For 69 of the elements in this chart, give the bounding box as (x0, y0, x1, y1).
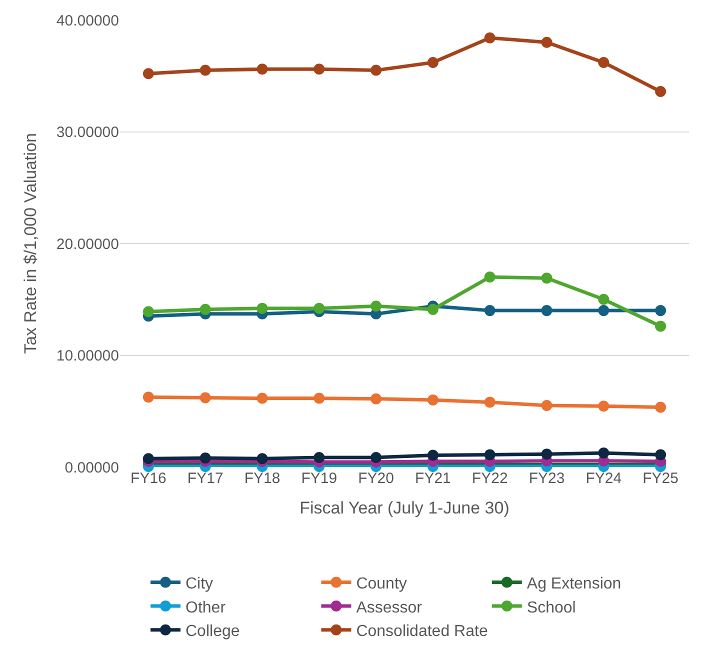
point (541, 448, 552, 460)
point (200, 304, 211, 315)
point (655, 449, 666, 460)
point (142, 392, 154, 403)
point (200, 64, 211, 76)
point (541, 305, 552, 316)
point (314, 302, 325, 314)
point (484, 272, 496, 283)
point (484, 305, 496, 316)
point (598, 448, 610, 459)
point (256, 302, 268, 314)
x-tick-label: FY20 (358, 470, 394, 487)
point (655, 305, 666, 316)
point (655, 86, 666, 98)
point (655, 320, 666, 332)
y-axis-title: Tax Rate in $/1,000 Valuation (20, 133, 40, 354)
point (598, 294, 610, 305)
point (142, 306, 154, 318)
point (427, 304, 438, 315)
x-tick-label: FY16 (130, 470, 166, 487)
point (314, 452, 325, 463)
point (256, 64, 268, 75)
y-tick-label: 20.00000 (56, 236, 119, 253)
point (200, 392, 211, 404)
x-tick-label: FY21 (415, 470, 451, 487)
point (370, 452, 382, 463)
x-tick-label: FY19 (301, 470, 338, 487)
x-tick-label: FY23 (528, 470, 565, 487)
point (655, 402, 666, 413)
point (484, 396, 496, 408)
point (484, 449, 496, 460)
x-tick-label: FY24 (586, 470, 622, 487)
point (541, 36, 552, 48)
point (370, 393, 382, 404)
y-tick-label: 10.00000 (56, 348, 119, 364)
y-tick-label: 0.00000 (64, 459, 119, 476)
point (200, 452, 211, 464)
legend-label: County (356, 575, 407, 592)
x-tick-label: FY22 (472, 470, 508, 487)
point (370, 300, 382, 312)
point (142, 453, 154, 464)
point (142, 68, 154, 80)
legend-label: City (186, 575, 214, 592)
x-axis-title: Fiscal Year (July 1-June 30) (300, 498, 510, 518)
point (598, 305, 610, 316)
x-tick-label: FY18 (244, 470, 280, 487)
point (541, 272, 552, 284)
legend-label: School (526, 599, 576, 616)
point (314, 392, 325, 404)
point (370, 64, 382, 76)
legend-label: Consolidated Rate (356, 623, 488, 640)
point (314, 64, 325, 75)
legend-label: Other (186, 599, 226, 616)
x-tick-label: FY25 (642, 470, 678, 487)
point (256, 453, 268, 464)
point (541, 400, 552, 412)
legend-label: Assessor (356, 599, 423, 616)
point (427, 56, 438, 68)
y-tick-label: 40.00000 (56, 12, 119, 30)
point (256, 392, 268, 404)
point (427, 394, 438, 406)
point (598, 56, 610, 68)
y-tick-label: 30.00000 (56, 124, 119, 141)
legend-label: College (186, 623, 240, 640)
x-tick-label: FY17 (187, 470, 224, 487)
point (598, 400, 610, 412)
legend-label: Ag Extension (526, 575, 622, 592)
point (427, 450, 438, 461)
point (484, 32, 496, 44)
